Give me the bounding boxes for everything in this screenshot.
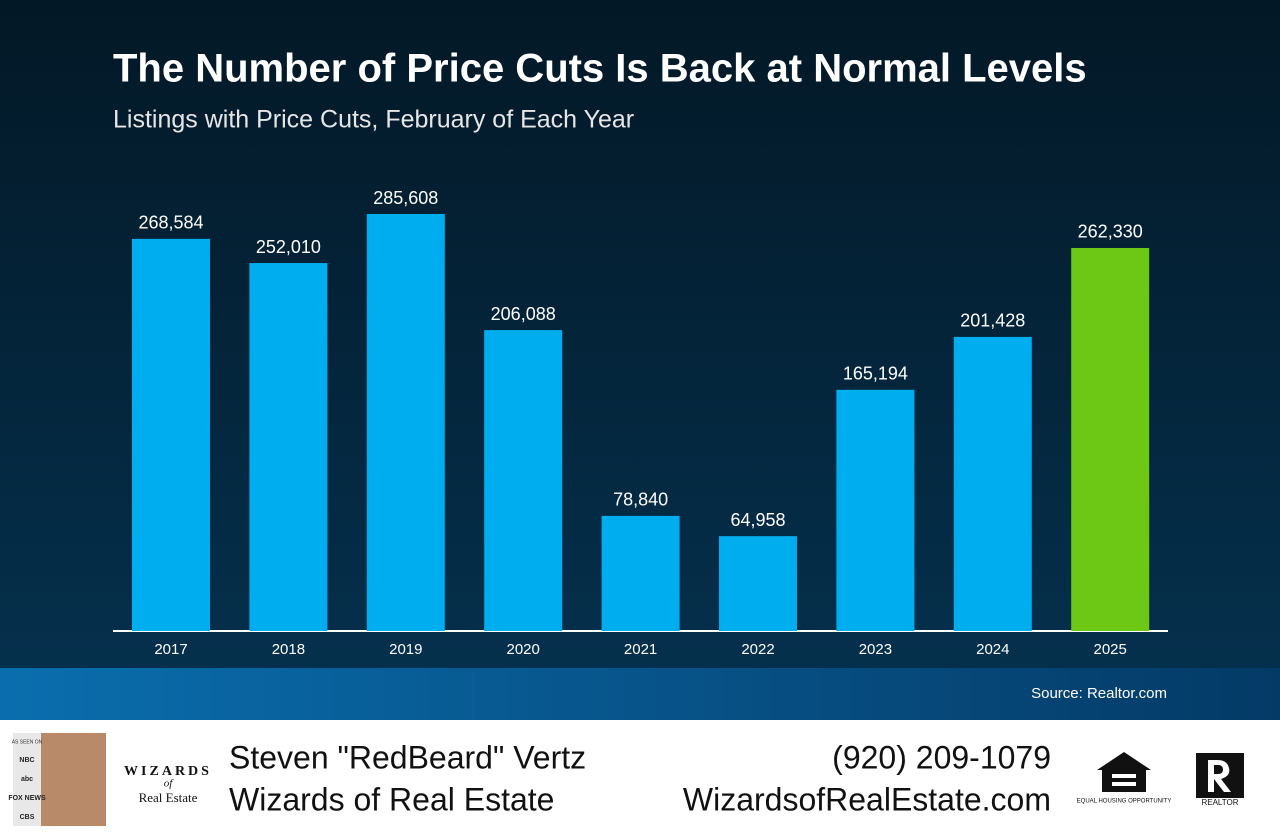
logo-top: WIZARDS bbox=[124, 764, 212, 779]
equal-housing-text: EQUAL HOUSING OPPORTUNITY bbox=[1077, 799, 1172, 805]
network-logo: CBS bbox=[20, 814, 35, 821]
website: WizardsofRealEstate.com bbox=[683, 781, 1051, 817]
x-tick-label: 2019 bbox=[389, 641, 422, 658]
network-logo: abc bbox=[21, 776, 33, 783]
x-tick-label: 2017 bbox=[154, 641, 187, 658]
value-label: 64,958 bbox=[730, 510, 785, 530]
seen-on: AS SEEN ON bbox=[12, 739, 43, 745]
bar bbox=[366, 214, 445, 631]
source-band bbox=[0, 668, 1280, 720]
value-label: 165,194 bbox=[843, 364, 908, 384]
x-tick-label: 2020 bbox=[507, 641, 540, 658]
network-logo: FOX NEWS bbox=[8, 795, 46, 802]
chart-title: The Number of Price Cuts Is Back at Norm… bbox=[113, 47, 1087, 91]
realtor-text: REALTOR bbox=[1201, 798, 1238, 807]
bar bbox=[132, 238, 210, 631]
network-logo: NBC bbox=[19, 757, 34, 764]
company: Wizards of Real Estate bbox=[229, 781, 554, 817]
source: Source: Realtor.com bbox=[1031, 685, 1167, 702]
network-logos: NBC abc FOX NEWS CBS bbox=[8, 757, 46, 821]
bar bbox=[249, 263, 328, 631]
value-label: 268,584 bbox=[138, 213, 203, 233]
value-label: 262,330 bbox=[1078, 222, 1143, 242]
logo-mid: of bbox=[164, 778, 175, 790]
value-label: 252,010 bbox=[256, 237, 321, 257]
x-tick-label: 2018 bbox=[272, 641, 305, 658]
phone: (920) 209-1079 bbox=[832, 739, 1051, 775]
bar bbox=[719, 536, 797, 631]
bar bbox=[1071, 247, 1150, 631]
chart-subtitle: Listings with Price Cuts, February of Ea… bbox=[113, 106, 634, 134]
logo-bottom: Real Estate bbox=[139, 790, 198, 805]
bar bbox=[484, 330, 563, 631]
value-label: 206,088 bbox=[491, 304, 556, 324]
bar bbox=[601, 515, 680, 631]
value-label: 285,608 bbox=[373, 188, 438, 208]
bar bbox=[953, 336, 1032, 631]
value-label: 78,840 bbox=[613, 490, 668, 510]
x-tick-label: 2022 bbox=[741, 641, 774, 658]
x-tick-label: 2021 bbox=[624, 641, 657, 658]
x-tick-label: 2024 bbox=[976, 641, 1009, 658]
realtor-r bbox=[1208, 760, 1231, 792]
footer bbox=[0, 720, 1280, 840]
network-strip bbox=[13, 733, 41, 826]
bar bbox=[836, 389, 915, 631]
x-tick-label: 2025 bbox=[1094, 641, 1127, 658]
equal-housing-icon bbox=[1097, 752, 1151, 792]
agent-name: Steven "RedBeard" Vertz bbox=[229, 739, 586, 775]
value-label: 201,428 bbox=[960, 311, 1025, 331]
x-tick-label: 2023 bbox=[859, 641, 892, 658]
